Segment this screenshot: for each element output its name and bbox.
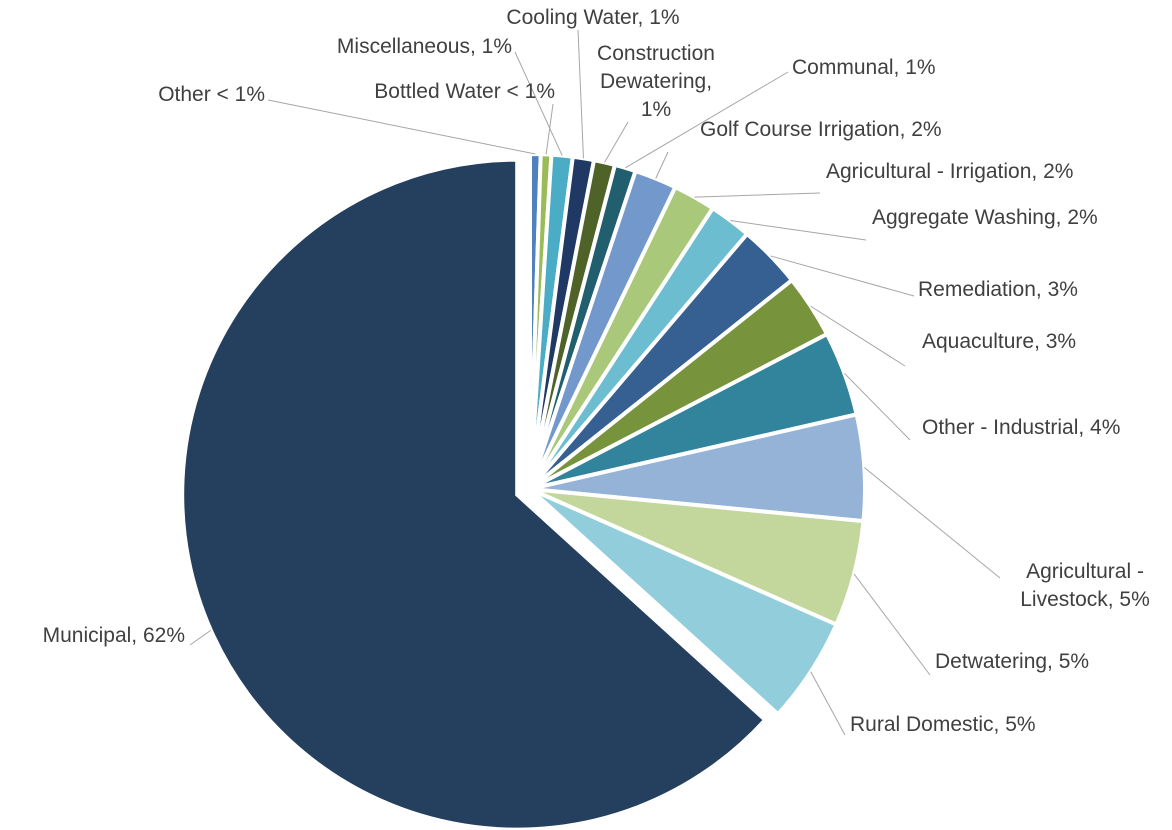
slice-label: Detwatering, 5% [935, 650, 1090, 673]
slice-label: Other - Industrial, 4% [922, 416, 1121, 439]
slice-label: Rural Domestic, 5% [850, 713, 1036, 736]
leader-line [844, 372, 911, 441]
leader-line [604, 121, 629, 163]
leader-line [514, 51, 563, 156]
slice-label: Cooling Water, 1% [506, 6, 680, 29]
slice-label: Communal, 1% [792, 56, 936, 79]
leader-line [810, 671, 846, 736]
slice-label: Other < 1% [158, 83, 265, 106]
slice-label: Golf Course Irrigation, 2% [700, 118, 942, 141]
slice-label: Construction Dewatering, 1% [597, 42, 715, 121]
slice-label: Aggregate Washing, 2% [872, 206, 1098, 229]
slice-label: Aquaculture, 3% [922, 330, 1077, 353]
slice-label: Agricultural - Livestock, 5% [1020, 560, 1150, 611]
leader-line [545, 103, 554, 155]
leader-line [730, 220, 867, 241]
leader-line [694, 192, 821, 198]
slice-label: Bottled Water < 1% [374, 80, 555, 103]
leader-line [625, 71, 789, 169]
slice-label: Municipal, 62% [42, 624, 185, 647]
slice-label: Agricultural - Irrigation, 2% [826, 160, 1074, 183]
leader-line [577, 29, 584, 159]
leader-line [267, 99, 536, 155]
leader-line [863, 467, 1001, 579]
slice-label: Miscellaneous, 1% [336, 35, 512, 58]
slice-label: Remediation, 3% [918, 278, 1078, 301]
pie-slice [528, 487, 839, 718]
leader-line [189, 629, 212, 646]
leader-line [655, 151, 669, 179]
leader-line [853, 573, 931, 676]
leader-line [810, 305, 906, 367]
leader-line [770, 255, 915, 297]
